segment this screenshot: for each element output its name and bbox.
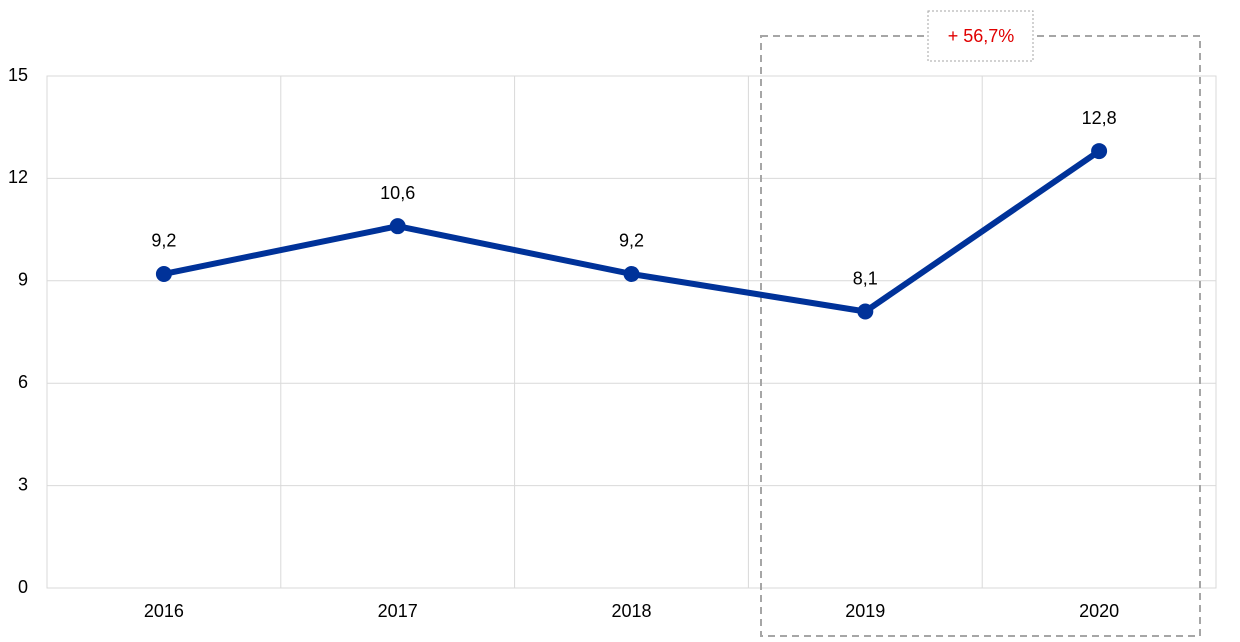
annotation-box (927, 10, 1034, 62)
data-label: 8,1 (853, 268, 878, 288)
x-tick-label: 2019 (845, 601, 885, 621)
y-tick-label: 9 (18, 270, 28, 290)
point (389, 218, 406, 235)
highlight-box (760, 35, 1201, 637)
plot-area (46, 75, 1217, 589)
data-label: 9,2 (151, 231, 176, 251)
point (857, 303, 874, 320)
point (623, 265, 640, 282)
point (1091, 143, 1108, 160)
data-label: 9,2 (619, 231, 644, 251)
data-label: 12,8 (1082, 108, 1117, 128)
y-tick-label: 0 (18, 577, 28, 597)
y-tick-label: 3 (18, 474, 28, 494)
x-tick-label: 2017 (378, 601, 418, 621)
annotation: + 56,7% (948, 26, 1015, 46)
y-tick-label: 6 (18, 372, 28, 392)
y-tick-label: 15 (8, 65, 28, 85)
x-tick-label: 2016 (144, 601, 184, 621)
x-tick-label: 2020 (1079, 601, 1119, 621)
point (155, 265, 172, 282)
x-tick-label: 2018 (611, 601, 651, 621)
y-tick-label: 12 (8, 167, 28, 187)
data-label: 10,6 (380, 183, 415, 203)
